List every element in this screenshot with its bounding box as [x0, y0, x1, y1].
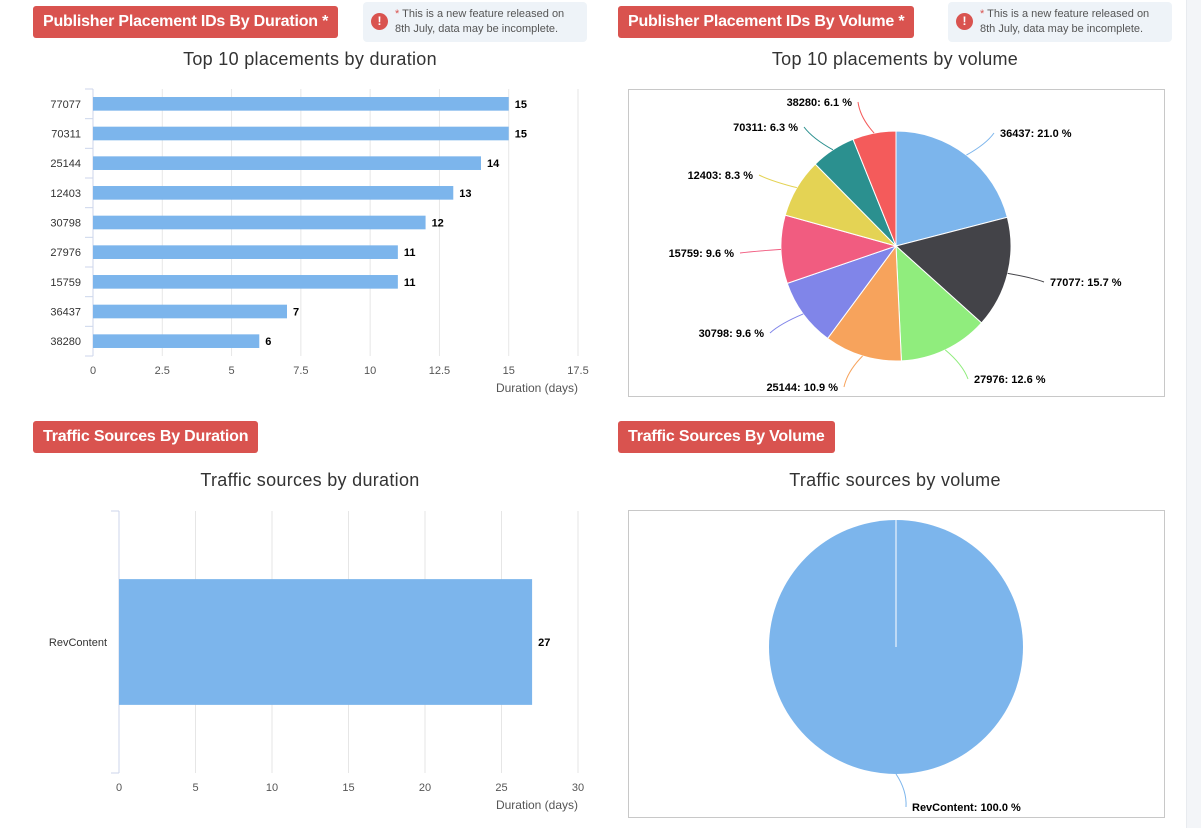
page-scroll-gutter	[1186, 0, 1201, 828]
data-label: 7	[293, 307, 299, 319]
bar	[93, 245, 398, 259]
bar	[93, 97, 509, 111]
slice-label: 25144: 10.9 %	[766, 382, 838, 394]
pie-slice	[826, 244, 902, 362]
data-label: 13	[459, 188, 471, 200]
traffic-volume-badge: Traffic Sources By Volume	[618, 421, 835, 453]
slice-label: 27976: 12.6 %	[974, 374, 1046, 386]
y-tick-label: 36437	[50, 307, 81, 319]
x-tick-label: 5	[192, 782, 198, 794]
placements-volume-pie-chart: 36437: 21.0 % 77077: 15.7 % 27976: 12.6 % 2…	[628, 89, 1165, 397]
label-connector	[857, 101, 875, 134]
bar	[119, 579, 533, 705]
x-tick-label: 0	[116, 782, 122, 794]
notice-line-2: 8th July, data may be incomplete.	[980, 23, 1144, 35]
exclamation-circle-icon: !	[371, 13, 388, 30]
y-tick-label: RevContent	[49, 637, 107, 649]
label-connector	[769, 313, 804, 334]
y-tick-label: 12403	[50, 188, 81, 200]
label-connector	[843, 355, 863, 388]
pie-slice	[895, 244, 983, 362]
placements-duration-badge: Publisher Placement IDs By Duration *	[33, 6, 339, 38]
traffic-duration-badge: Traffic Sources By Duration	[33, 421, 259, 453]
label-connector	[895, 773, 907, 808]
bar	[93, 186, 454, 200]
y-tick-label: 30798	[50, 218, 81, 230]
bar	[93, 156, 481, 170]
notice-line-1: * This is a new feature released on	[395, 8, 565, 20]
y-tick-label: 70311	[51, 129, 81, 141]
data-label: 6	[265, 336, 271, 348]
slice-label: 15759: 9.6 %	[669, 248, 735, 260]
placements-volume-notice: ! * This is a new feature released on 8t…	[948, 2, 1172, 42]
x-axis-label: Duration (days)	[496, 381, 578, 395]
pie-slice	[852, 130, 897, 247]
data-label: 27	[538, 637, 550, 649]
label-connector	[803, 126, 834, 151]
label-connector	[944, 349, 969, 380]
traffic-duration-bar-chart: 0 5 10 15 20 25 30 RevContent 27 Duration (days)	[49, 510, 584, 812]
label-connector	[739, 248, 782, 254]
x-tick-label: 7.5	[293, 365, 308, 377]
slice-label: 70311: 6.3 %	[733, 122, 798, 134]
x-tick-label: 12.5	[429, 365, 450, 377]
exclamation-circle-icon: !	[956, 13, 973, 30]
x-tick-label: 10	[364, 365, 376, 377]
y-tick-label: 25144	[50, 158, 81, 170]
data-label: 12	[432, 218, 444, 230]
data-label: 15	[515, 99, 527, 111]
x-tick-label: 17.5	[567, 365, 588, 377]
x-tick-label: 15	[503, 365, 515, 377]
slice-label: RevContent: 100.0 %	[912, 802, 1021, 814]
x-axis-label: Duration (days)	[496, 798, 578, 812]
placements-volume-badge: Publisher Placement IDs By Volume *	[618, 6, 915, 38]
x-tick-label: 30	[572, 782, 584, 794]
y-tick-label: 77077	[50, 99, 81, 111]
notice-line-2: 8th July, data may be incomplete.	[395, 23, 559, 35]
slice-label: 77077: 15.7 %	[1050, 277, 1122, 289]
notice-line-1: * This is a new feature released on	[980, 8, 1150, 20]
bar	[93, 126, 509, 141]
slice-label: 36437: 21.0 %	[1000, 128, 1072, 140]
bar	[93, 275, 398, 289]
x-tick-label: 10	[266, 782, 278, 794]
chart-title: Traffic sources by volume	[789, 470, 1001, 490]
bar	[93, 215, 426, 230]
x-tick-label: 25	[495, 782, 507, 794]
bar	[93, 304, 287, 319]
traffic-volume-pie-chart: RevContent: 100.0 %	[628, 510, 1165, 818]
x-tick-label: 20	[419, 782, 431, 794]
placements-duration-bar-chart: 0 2.5 5 7.5 10 12.5 15 17.5 77077 15 70311 15 25144 1…	[50, 88, 589, 395]
slice-label: 38280: 6.1 %	[787, 97, 853, 109]
chart-title: Top 10 placements by duration	[183, 49, 437, 69]
label-connector	[1007, 272, 1045, 283]
x-tick-label: 5	[229, 365, 235, 377]
label-connector	[758, 174, 798, 189]
y-tick-label: 27976	[50, 247, 81, 259]
bar	[93, 334, 260, 348]
x-tick-label: 15	[342, 782, 354, 794]
pie-slice	[894, 216, 1012, 324]
y-tick-label: 38280	[50, 336, 81, 348]
data-label: 11	[404, 247, 416, 259]
chart-title: Top 10 placements by volume	[771, 49, 1019, 69]
data-label: 15	[515, 129, 527, 141]
data-label: 14	[487, 158, 500, 170]
slice-label: 30798: 9.6 %	[699, 328, 765, 340]
placements-duration-notice: ! * This is a new feature released on 8t…	[363, 2, 587, 42]
label-connector	[966, 132, 995, 156]
x-tick-label: 2.5	[155, 365, 170, 377]
slice-label: 12403: 8.3 %	[688, 170, 754, 182]
data-label: 11	[404, 277, 416, 289]
pie-slice	[895, 130, 1008, 247]
x-tick-label: 0	[90, 365, 96, 377]
y-tick-label: 15759	[50, 277, 81, 289]
chart-title: Traffic sources by duration	[200, 470, 420, 490]
